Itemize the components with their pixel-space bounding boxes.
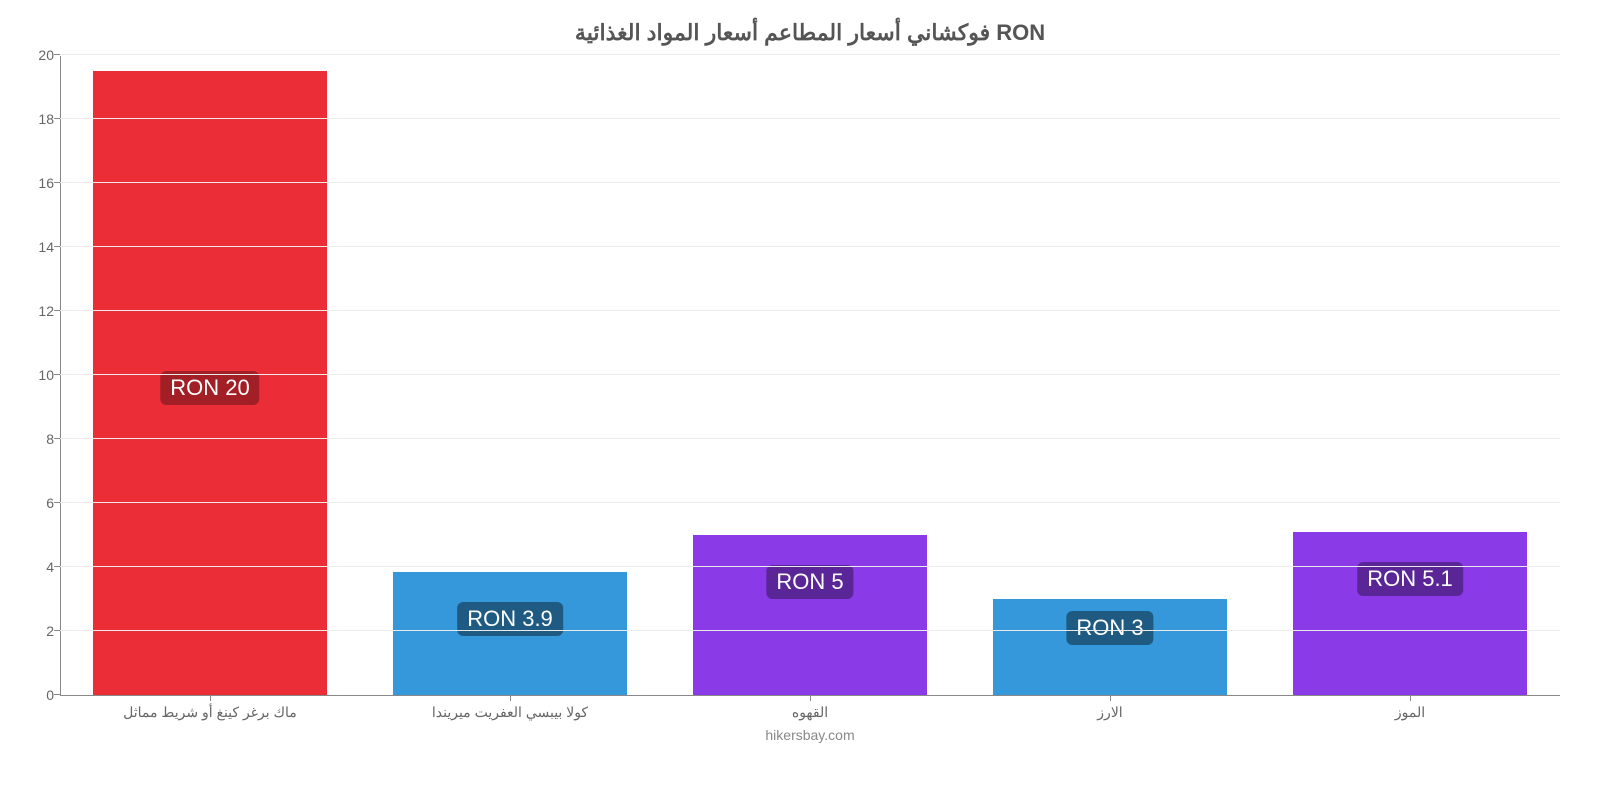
- y-tick-mark: [54, 438, 60, 439]
- value-badge: RON 20: [160, 371, 259, 405]
- x-tick-mark: [810, 695, 811, 701]
- y-tick-label: 12: [22, 303, 54, 319]
- y-tick-mark: [54, 118, 60, 119]
- grid-line: [60, 118, 1560, 119]
- y-tick-label: 8: [22, 431, 54, 447]
- bar-slot: RON 3: [960, 56, 1260, 695]
- y-tick-label: 2: [22, 623, 54, 639]
- y-tick-label: 18: [22, 111, 54, 127]
- x-tick-mark: [510, 695, 511, 701]
- y-tick-label: 4: [22, 559, 54, 575]
- y-tick-mark: [54, 246, 60, 247]
- y-tick-mark: [54, 694, 60, 695]
- bar: RON 5: [693, 535, 927, 695]
- chart-title: فوكشاني أسعار المطاعم أسعار المواد الغذا…: [60, 20, 1560, 46]
- y-tick-mark: [54, 310, 60, 311]
- bar-slot: RON 5: [660, 56, 960, 695]
- bar-slot: RON 5.1: [1260, 56, 1560, 695]
- y-tick-mark: [54, 630, 60, 631]
- grid-line: [60, 374, 1560, 375]
- y-tick-mark: [54, 502, 60, 503]
- y-tick-label: 10: [22, 367, 54, 383]
- x-tick-mark: [1410, 695, 1411, 701]
- bars-container: RON 20 RON 3.9 RON 5 RON 3 RON 5.1: [60, 56, 1560, 695]
- value-badge: RON 3: [1066, 611, 1153, 645]
- bar: RON 5.1: [1293, 532, 1527, 695]
- value-badge: RON 5: [766, 565, 853, 599]
- x-tick-mark: [210, 695, 211, 701]
- y-tick-label: 16: [22, 175, 54, 191]
- price-bar-chart: فوكشاني أسعار المطاعم أسعار المواد الغذا…: [0, 0, 1600, 800]
- y-tick-label: 6: [22, 495, 54, 511]
- grid-line: [60, 246, 1560, 247]
- y-tick-mark: [54, 182, 60, 183]
- grid-line: [60, 502, 1560, 503]
- bar: RON 3: [993, 599, 1227, 695]
- bar-slot: RON 20: [60, 56, 360, 695]
- grid-line: [60, 182, 1560, 183]
- grid-line: [60, 630, 1560, 631]
- bar: RON 20: [93, 71, 327, 695]
- grid-line: [60, 566, 1560, 567]
- y-tick-label: 14: [22, 239, 54, 255]
- bar: RON 3.9: [393, 572, 627, 695]
- bar-slot: RON 3.9: [360, 56, 660, 695]
- y-tick-mark: [54, 374, 60, 375]
- grid-line: [60, 310, 1560, 311]
- x-tick-mark: [1110, 695, 1111, 701]
- y-tick-mark: [54, 566, 60, 567]
- plot-area: RON 20RON 3.9RON 5RON 3RON 5.1 024681012…: [60, 56, 1560, 696]
- chart-source: hikersbay.com: [60, 727, 1560, 743]
- y-tick-mark: [54, 54, 60, 55]
- y-tick-label: 20: [22, 47, 54, 63]
- y-tick-label: 0: [22, 687, 54, 703]
- grid-line: [60, 54, 1560, 55]
- grid-line: [60, 438, 1560, 439]
